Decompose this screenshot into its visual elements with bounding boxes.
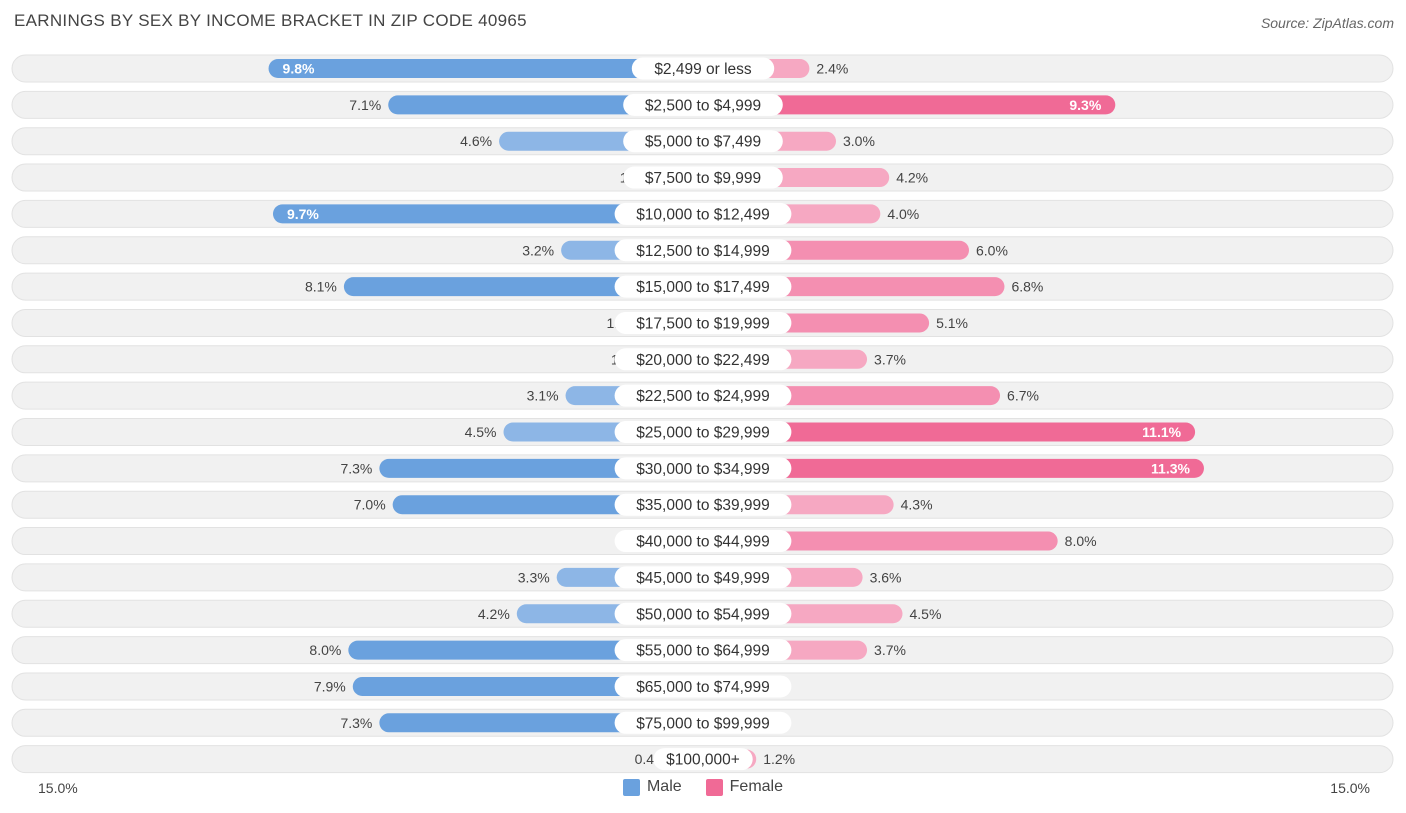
value-label-male: 3.3% [518, 569, 550, 585]
legend-item-female[interactable]: Female [705, 778, 784, 796]
category-label: $10,000 to $12,499 [636, 206, 770, 223]
value-label-female: 6.0% [976, 242, 1008, 258]
value-label-male: 8.1% [305, 279, 337, 295]
bar-male [268, 59, 703, 78]
value-label-female: 8.0% [1065, 533, 1097, 549]
bar-male [272, 204, 703, 224]
value-label-male: 3.1% [527, 388, 559, 404]
category-label: $55,000 to $64,999 [636, 643, 770, 660]
value-label-female: 2.4% [816, 61, 848, 77]
value-label-female: 11.3% [1151, 460, 1190, 476]
value-label-female: 6.8% [1011, 279, 1043, 295]
legend-label-female: Female [729, 778, 784, 795]
bar-male [343, 277, 703, 297]
value-label-female: 5.1% [936, 315, 968, 331]
chart-title: EARNINGS BY SEX BY INCOME BRACKET IN ZIP… [14, 11, 527, 30]
bar-female [703, 458, 1204, 478]
value-label-female: 4.2% [896, 170, 928, 186]
category-label: $75,000 to $99,999 [636, 715, 770, 732]
value-label-female: 4.5% [910, 606, 942, 622]
bar-female [703, 95, 1116, 115]
category-label: $35,000 to $39,999 [636, 497, 770, 514]
category-label-background [614, 457, 792, 480]
category-label: $45,000 to $49,999 [636, 570, 770, 587]
legend: Male Female [0, 778, 1406, 796]
value-label-male: 9.8% [283, 61, 315, 77]
category-label: $20,000 to $22,499 [636, 352, 770, 369]
category-label: $7,500 to $9,999 [645, 170, 761, 187]
category-label-background [614, 639, 792, 662]
category-label: $2,499 or less [654, 61, 752, 78]
category-label-background [614, 530, 792, 553]
category-label: $5,000 to $7,499 [645, 134, 761, 151]
value-label-male: 4.2% [478, 606, 510, 622]
value-label-male: 7.0% [354, 497, 386, 513]
value-label-female: 3.7% [874, 351, 906, 367]
value-label-female: 9.3% [1069, 97, 1101, 113]
value-label-female: 11.1% [1142, 424, 1181, 440]
value-label-male: 8.0% [309, 642, 341, 658]
category-label: $100,000+ [666, 752, 740, 769]
value-label-female: 3.7% [874, 642, 906, 658]
legend-swatch-male [622, 778, 640, 796]
category-label-background [623, 166, 783, 189]
value-label-female: 3.6% [870, 569, 902, 585]
category-label-background [614, 602, 792, 625]
value-label-male: 4.5% [465, 424, 497, 440]
source-label: Source: ZipAtlas.com [1260, 15, 1394, 31]
category-label-background [614, 493, 792, 516]
value-label-female: 1.2% [763, 751, 795, 767]
legend-item-male[interactable]: Male [622, 778, 682, 796]
category-label-background [614, 566, 792, 589]
value-label-female: 4.0% [887, 206, 919, 222]
value-label-male: 7.3% [340, 715, 372, 731]
category-label: $2,500 to $4,999 [645, 97, 761, 114]
category-label-background [614, 675, 792, 698]
category-label: $50,000 to $54,999 [636, 606, 770, 623]
bar-male [352, 676, 703, 696]
legend-label-male: Male [646, 778, 682, 795]
value-label-male: 7.9% [314, 678, 346, 694]
category-label-background [623, 93, 783, 116]
category-label: $17,500 to $19,999 [636, 315, 770, 332]
value-label-female: 4.3% [901, 497, 933, 513]
category-label: $25,000 to $29,999 [636, 425, 770, 442]
bar-female [703, 531, 1058, 551]
category-label-background [614, 348, 792, 371]
category-label-background [631, 57, 775, 80]
value-label-female: 3.0% [843, 133, 875, 149]
value-label-male: 9.7% [287, 206, 319, 222]
value-label-male: 4.6% [460, 133, 492, 149]
chart-area: 9.8% 2.4% $2,499 or less 7.1% 9.3% $2,500 to … [11, 54, 1394, 774]
category-label-background [614, 311, 792, 334]
category-label-background [623, 130, 783, 153]
category-label: $12,500 to $14,999 [636, 243, 770, 260]
bar-female [703, 422, 1196, 442]
category-label-background [614, 239, 792, 262]
category-label-background [614, 421, 792, 443]
legend-swatch-female [705, 778, 723, 796]
category-label: $22,500 to $24,999 [636, 388, 770, 405]
category-label: $15,000 to $17,499 [636, 279, 770, 296]
value-label-male: 7.1% [349, 97, 381, 113]
value-label-female: 6.7% [1007, 388, 1039, 404]
category-label-background [653, 748, 753, 771]
category-label-background [614, 275, 792, 298]
category-label-background [614, 711, 792, 734]
value-label-male: 3.2% [522, 242, 554, 258]
category-label: $40,000 to $44,999 [636, 534, 770, 551]
category-label-background [614, 384, 792, 407]
value-label-male: 7.3% [340, 460, 372, 476]
category-label: $30,000 to $34,999 [636, 461, 770, 478]
category-label: $65,000 to $74,999 [636, 679, 770, 696]
bar-male [348, 640, 703, 660]
axis-label-left: 15.0% [38, 780, 78, 796]
category-label-background [614, 202, 792, 225]
axis-label-right: 15.0% [1330, 780, 1370, 796]
